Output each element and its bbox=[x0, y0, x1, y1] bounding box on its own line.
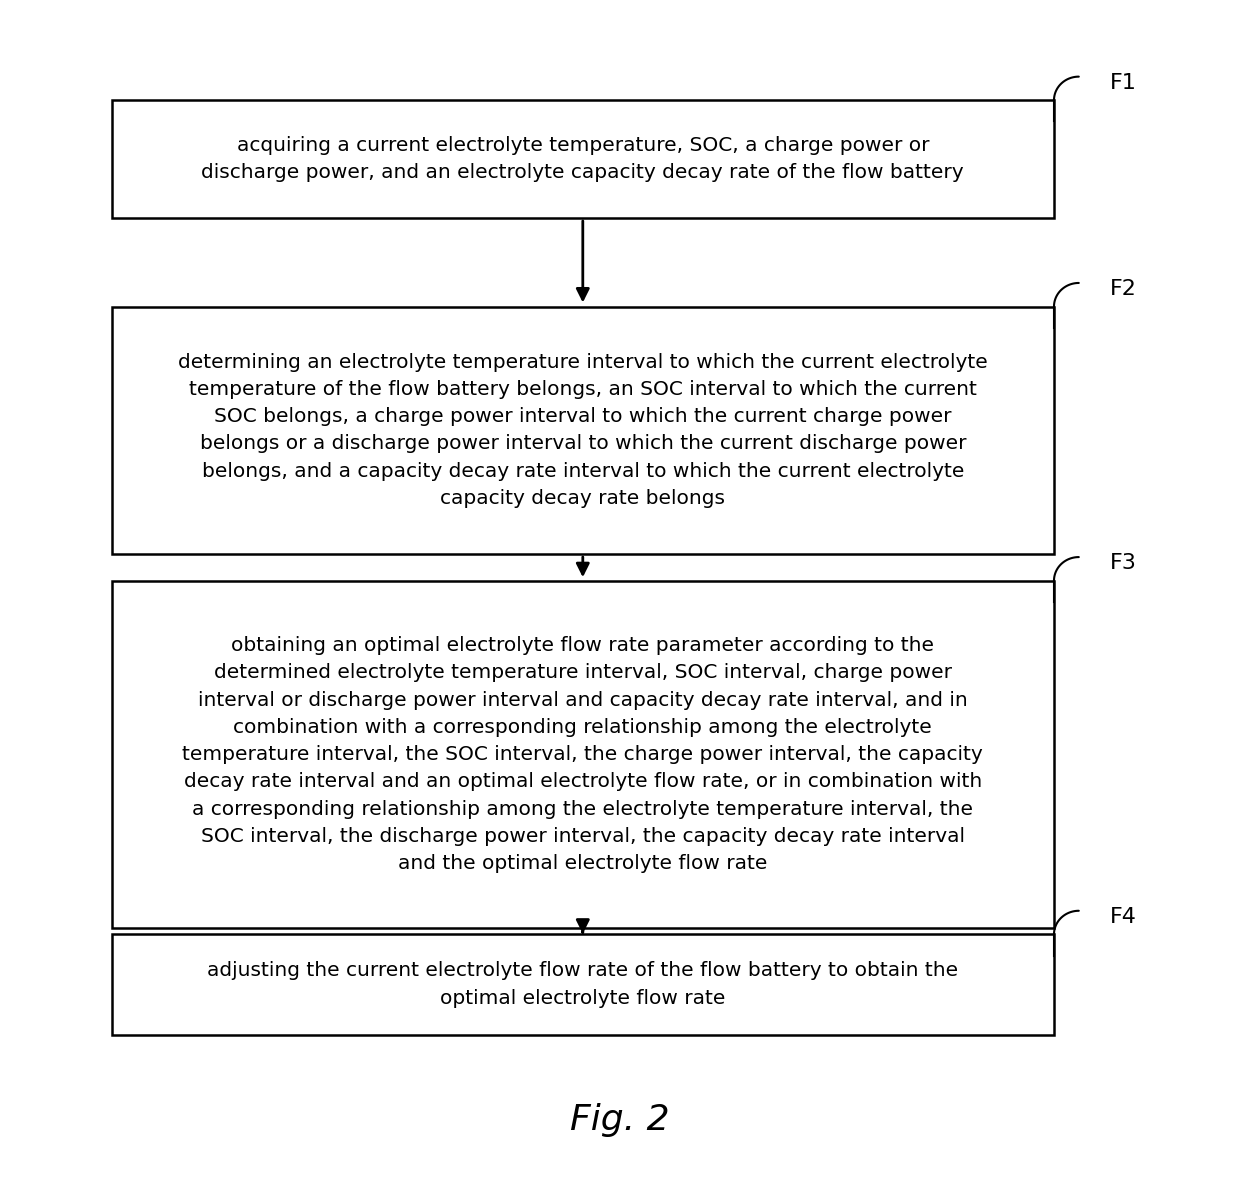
Text: determining an electrolyte temperature interval to which the current electrolyte: determining an electrolyte temperature i… bbox=[177, 353, 988, 508]
Text: obtaining an optimal electrolyte flow rate parameter according to the
determined: obtaining an optimal electrolyte flow ra… bbox=[182, 635, 983, 874]
Text: adjusting the current electrolyte flow rate of the flow battery to obtain the
op: adjusting the current electrolyte flow r… bbox=[207, 961, 959, 1008]
Text: F2: F2 bbox=[1110, 279, 1137, 298]
Text: F3: F3 bbox=[1110, 553, 1137, 573]
Text: acquiring a current electrolyte temperature, SOC, a charge power or
discharge po: acquiring a current electrolyte temperat… bbox=[201, 136, 965, 183]
Bar bbox=[112, 934, 1054, 1035]
Bar bbox=[112, 581, 1054, 929]
Text: F4: F4 bbox=[1110, 907, 1137, 927]
Text: F1: F1 bbox=[1110, 73, 1137, 92]
Bar bbox=[112, 100, 1054, 218]
Text: Fig. 2: Fig. 2 bbox=[570, 1104, 670, 1137]
Bar bbox=[112, 307, 1054, 554]
